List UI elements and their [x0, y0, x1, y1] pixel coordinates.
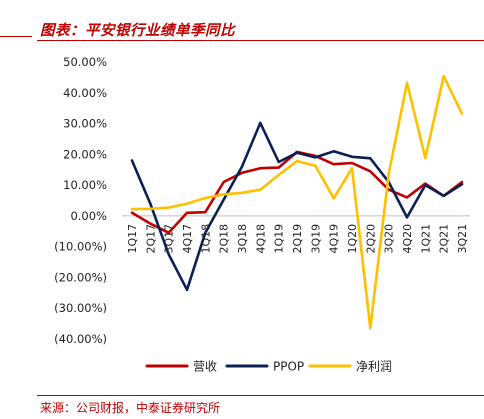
x-tick-label: 4Q19: [328, 224, 341, 254]
x-tick-label: 2Q21: [438, 224, 451, 254]
legend-label: 净利润: [356, 360, 392, 374]
y-tick-label: (40.00%): [54, 332, 107, 346]
x-tick-label: 4Q20: [401, 224, 414, 254]
x-tick-label: 4Q17: [181, 224, 194, 254]
x-tick-label: 2Q19: [291, 224, 304, 254]
x-tick-label: 1Q19: [273, 224, 286, 254]
y-tick-label: 0.00%: [70, 209, 107, 223]
left-accent-line: [0, 36, 32, 37]
x-tick-label: 2Q17: [144, 224, 157, 254]
series-line-净利润: [130, 74, 464, 330]
y-tick-label: 30.00%: [63, 117, 107, 131]
y-tick-label: 20.00%: [63, 147, 107, 161]
series-line-PPOP: [130, 121, 464, 292]
y-tick-label: 10.00%: [63, 178, 107, 192]
title-divider: [37, 40, 484, 41]
x-tick-label: 2Q18: [218, 224, 231, 254]
chart-title: 图表：平安银行业绩单季同比: [40, 23, 235, 39]
source-note: 来源：公司财报，中泰证券研究所: [40, 401, 221, 415]
series-line-营收: [130, 150, 464, 235]
y-tick-label: (10.00%): [54, 240, 107, 254]
legend-label: 营收: [193, 360, 217, 374]
x-tick-label: 3Q20: [383, 224, 396, 254]
x-tick-label: 3Q18: [236, 224, 249, 254]
x-tick-label: 1Q20: [346, 224, 359, 254]
x-tick-label: 1Q17: [126, 224, 139, 254]
source-divider: [37, 395, 484, 396]
x-tick-label: 3Q19: [309, 224, 322, 254]
x-tick-label: 4Q18: [254, 224, 267, 254]
x-tick-label: 1Q18: [199, 224, 212, 254]
x-tick-label: 3Q17: [163, 224, 176, 254]
x-tick-label: 1Q21: [419, 224, 432, 254]
y-tick-label: (20.00%): [54, 270, 107, 284]
x-tick-label: 2Q20: [364, 224, 377, 254]
x-tick-label: 3Q21: [456, 224, 469, 254]
y-tick-label: (30.00%): [54, 301, 107, 315]
title-bar: 图表：平安银行业绩单季同比: [0, 0, 484, 50]
y-tick-label: 40.00%: [63, 86, 107, 100]
y-tick-label: 50.00%: [63, 55, 107, 69]
legend-label: PPOP: [273, 360, 304, 374]
